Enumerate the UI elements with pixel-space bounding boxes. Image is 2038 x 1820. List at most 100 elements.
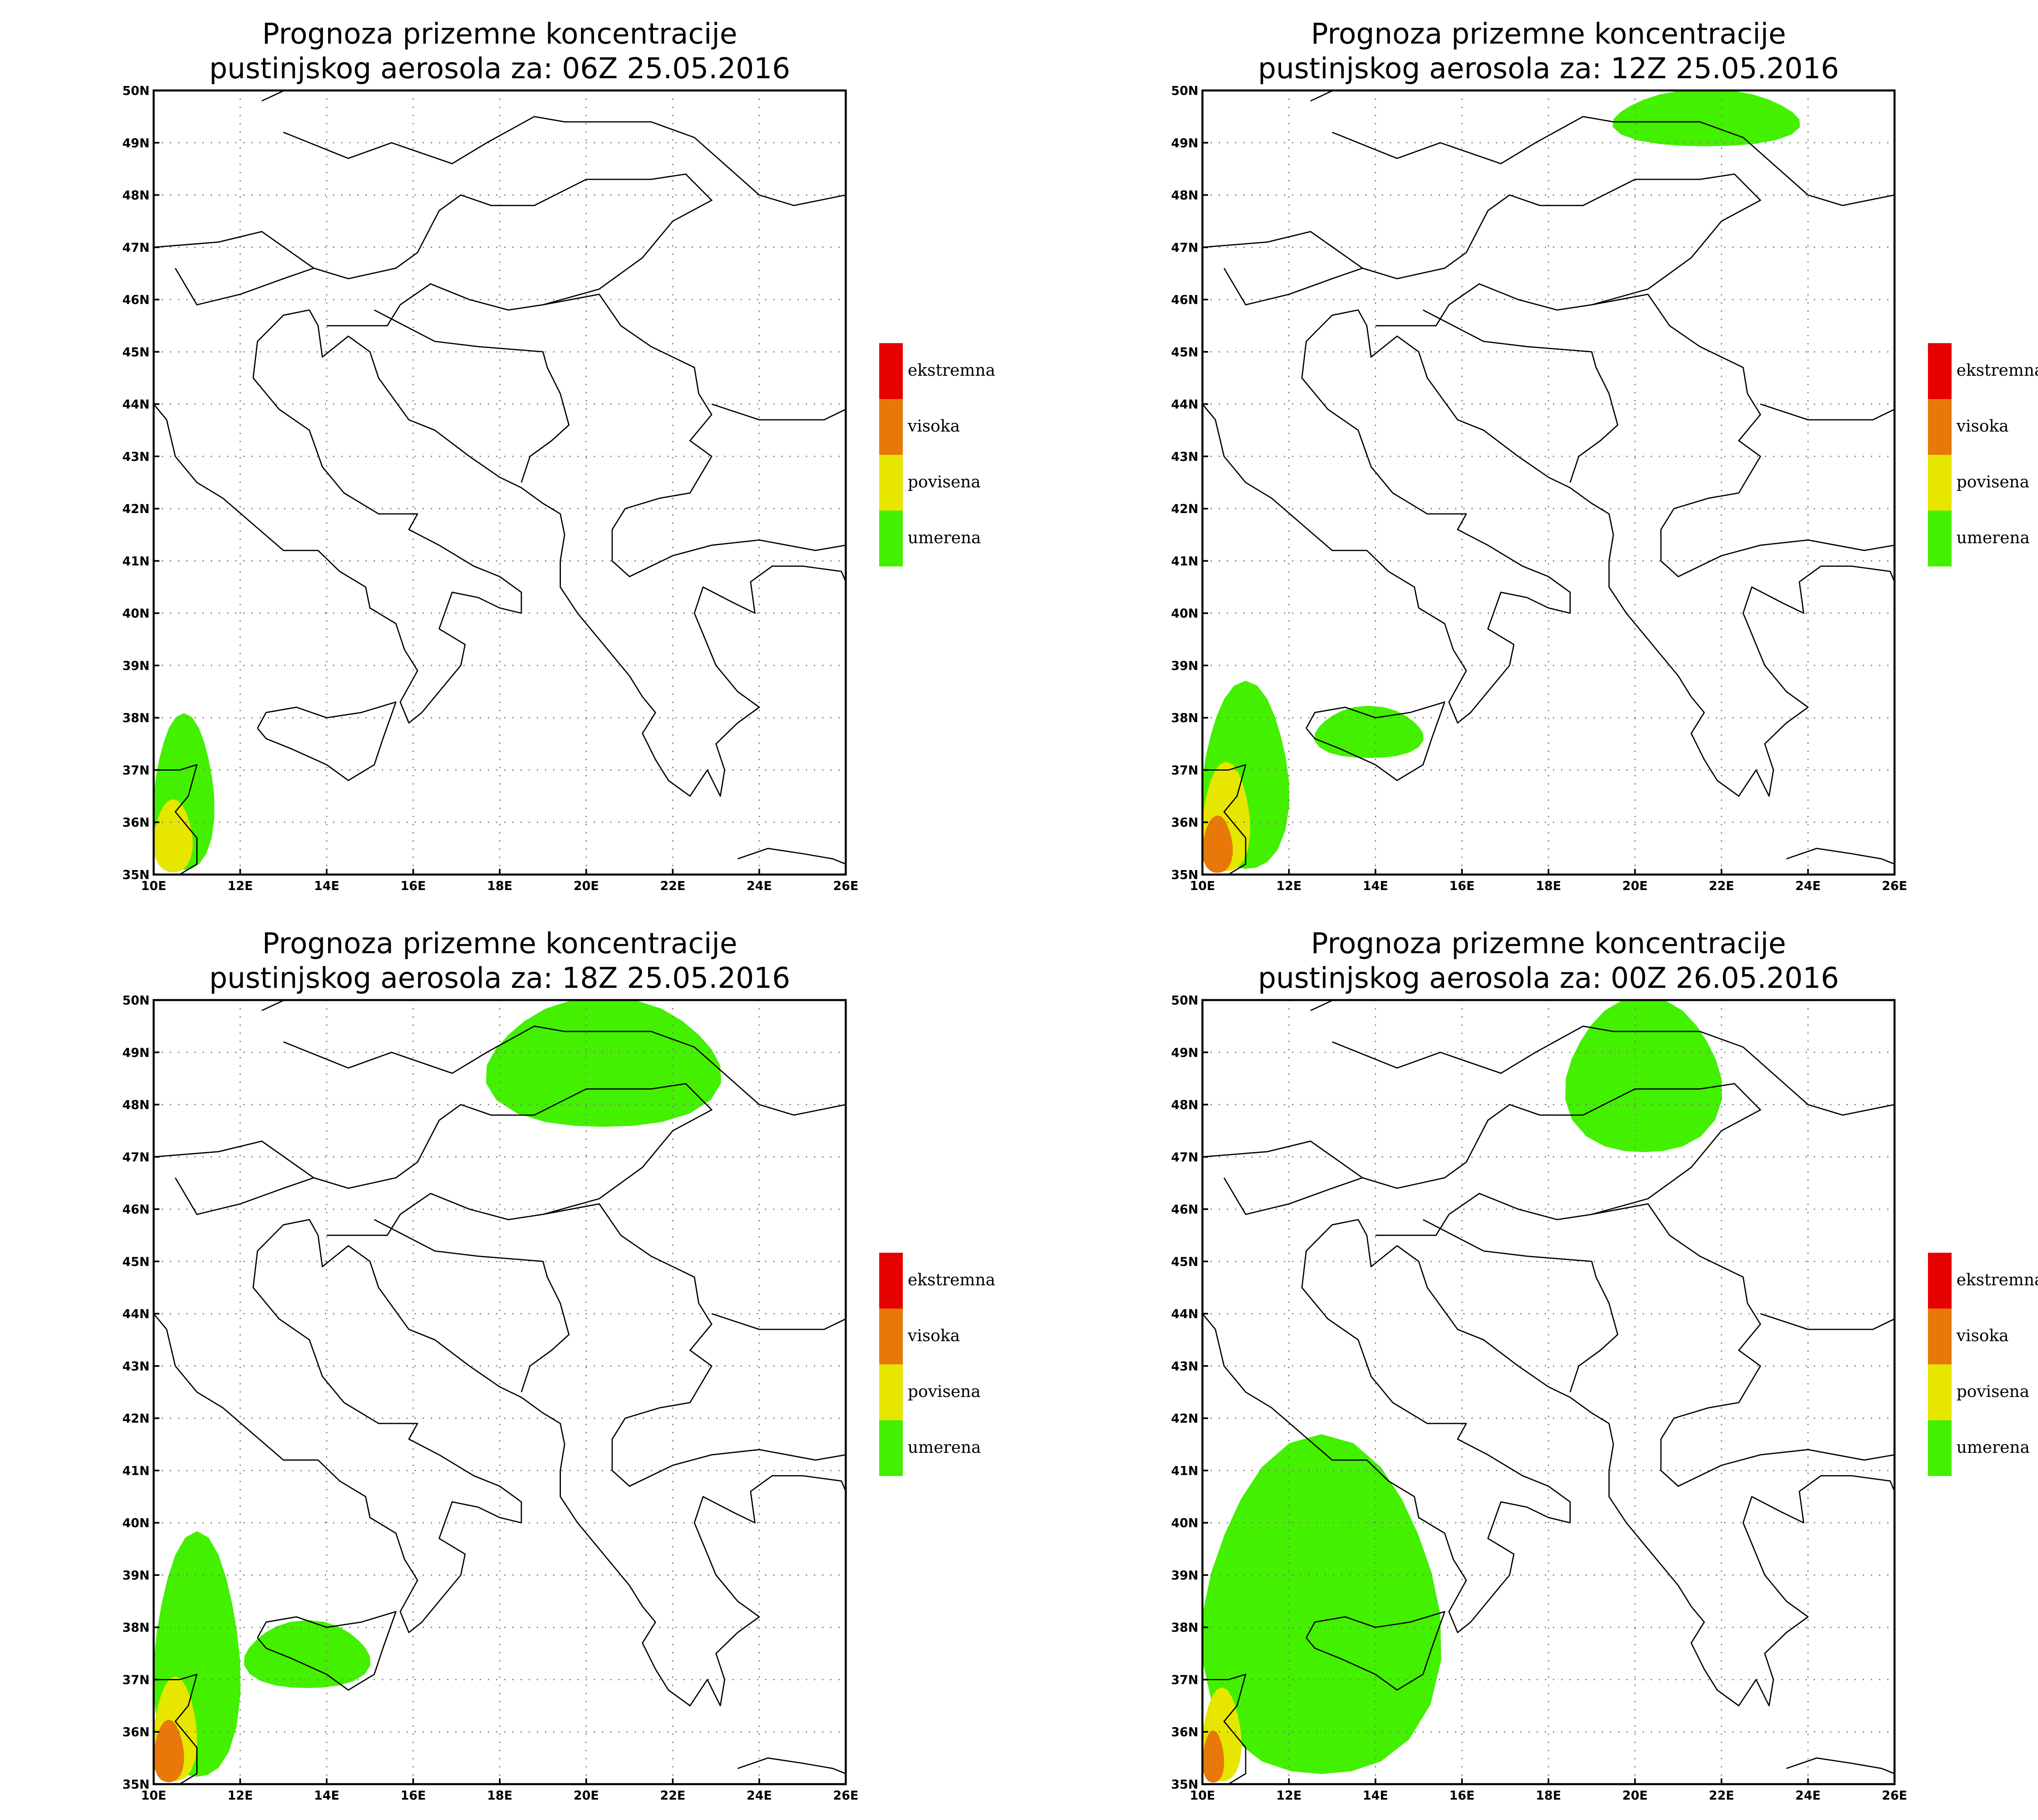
x-tick-label: 16E [401, 879, 426, 893]
y-tick-label: 43N [122, 450, 150, 464]
country-border [1591, 1203, 1895, 1487]
legend-swatch-povisena [1928, 455, 1952, 511]
concentration-legend: ekstremna visoka povisena umerena [1928, 1253, 2038, 1476]
x-tick-label: 26E [833, 1789, 858, 1803]
x-tick-label: 18E [487, 879, 512, 893]
country-border [374, 1219, 570, 1393]
x-tick-label: 10E [141, 879, 166, 893]
y-tick-label: 38N [1171, 711, 1198, 725]
y-tick-label: 36N [122, 816, 150, 830]
y-tick-label: 49N [1171, 1046, 1198, 1060]
country-border [1332, 1025, 1895, 1116]
x-tick-label: 18E [487, 1789, 512, 1803]
country-border [174, 1177, 314, 1215]
x-tick-label: 20E [573, 879, 599, 893]
y-tick-label: 48N [122, 1098, 150, 1113]
forecast-panel-4: Prognoza prizemne koncentracijepustinjsk… [1171, 927, 2038, 1803]
country-border [261, 1000, 286, 1011]
x-tick-label: 26E [1882, 1789, 1907, 1803]
country-border [1310, 90, 1335, 102]
y-tick-label: 41N [122, 554, 150, 568]
coastline [1786, 1757, 1895, 1774]
y-tick-label: 37N [1171, 1673, 1198, 1687]
map-content [1202, 90, 1895, 875]
coastline [154, 1219, 846, 1707]
country-border [711, 1313, 846, 1330]
legend-swatch-povisena [1928, 1364, 1952, 1420]
x-tick-label: 10E [1190, 1789, 1215, 1803]
y-tick-label: 47N [1171, 241, 1198, 255]
x-tick-label: 22E [1709, 1789, 1734, 1803]
y-tick-label: 42N [1171, 1412, 1198, 1426]
y-tick-label: 42N [122, 1412, 150, 1426]
country-border [1202, 173, 1762, 326]
y-tick-label: 41N [1171, 554, 1198, 568]
concentration-legend: ekstremna visoka povisena umerena [1928, 343, 2038, 566]
y-tick-label: 40N [122, 607, 150, 621]
x-tick-label: 22E [660, 879, 685, 893]
coastline [1306, 1611, 1445, 1691]
y-tick-label: 44N [1171, 1307, 1198, 1322]
legend-swatch-ekstremna [879, 1253, 903, 1309]
x-tick-label: 14E [314, 879, 339, 893]
y-tick-label: 36N [122, 1725, 150, 1740]
country-border [1760, 1313, 1895, 1330]
y-tick-label: 40N [1171, 607, 1198, 621]
panel-title-line1: Prognoza prizemne koncentracije [262, 927, 737, 960]
coastline [737, 1757, 846, 1774]
x-tick-label: 20E [1622, 879, 1648, 893]
x-tick-label: 14E [1363, 1789, 1388, 1803]
legend-swatch-povisena [879, 455, 903, 511]
panel-title-line1: Prognoza prizemne koncentracije [1311, 927, 1786, 960]
country-border [283, 1025, 846, 1116]
y-tick-label: 49N [1171, 136, 1198, 150]
y-tick-label: 50N [122, 994, 150, 1008]
map-content [154, 90, 846, 875]
aerosol-area-povisena [154, 799, 193, 873]
y-tick-label: 36N [1171, 1725, 1198, 1740]
legend-swatch-umerena [1928, 1420, 1952, 1476]
y-tick-label: 46N [122, 293, 150, 307]
y-tick-label: 44N [1171, 398, 1198, 412]
legend-label-ekstremna: ekstremna [1956, 361, 2038, 380]
panel-title-line2: pustinjskog aerosola za: 06Z 25.05.2016 [209, 52, 790, 85]
y-tick-label: 45N [1171, 345, 1198, 359]
country-border [1223, 267, 1363, 306]
country-border [174, 267, 314, 306]
y-tick-label: 42N [1171, 502, 1198, 516]
y-tick-label: 50N [1171, 84, 1198, 98]
forecast-panel-1: Prognoza prizemne koncentracijepustinjsk… [122, 17, 995, 893]
country-border [374, 309, 570, 483]
legend-label-povisena: povisena [908, 1382, 981, 1401]
y-tick-label: 45N [122, 1255, 150, 1269]
legend-swatch-ekstremna [879, 343, 903, 399]
country-border [283, 116, 846, 206]
map-content [154, 1000, 846, 1784]
y-tick-label: 43N [122, 1359, 150, 1374]
coastline [1202, 1674, 1246, 1784]
y-tick-label: 38N [122, 711, 150, 725]
y-tick-label: 37N [122, 763, 150, 778]
coastline [257, 1611, 397, 1691]
aerosol-area-umerena [1202, 1434, 1441, 1774]
y-tick-label: 44N [122, 398, 150, 412]
x-tick-label: 16E [1449, 879, 1475, 893]
x-tick-label: 20E [1622, 1789, 1648, 1803]
legend-label-ekstremna: ekstremna [908, 1271, 995, 1289]
legend-label-umerena: umerena [908, 529, 981, 547]
country-border [1223, 1177, 1363, 1215]
legend-label-visoka: visoka [907, 1326, 960, 1345]
country-border [543, 1203, 846, 1487]
x-tick-label: 24E [1795, 879, 1821, 893]
coastline [154, 1674, 198, 1784]
y-tick-label: 46N [1171, 293, 1198, 307]
y-tick-label: 41N [1171, 1464, 1198, 1478]
panel-title-line1: Prognoza prizemne koncentracije [262, 17, 737, 51]
panel-title-line2: pustinjskog aerosola za: 18Z 25.05.2016 [209, 961, 790, 995]
x-tick-label: 10E [141, 1789, 166, 1803]
legend-swatch-visoka [879, 399, 903, 455]
coastline [1202, 764, 1246, 875]
country-border [1760, 403, 1895, 421]
y-tick-label: 37N [122, 1673, 150, 1687]
